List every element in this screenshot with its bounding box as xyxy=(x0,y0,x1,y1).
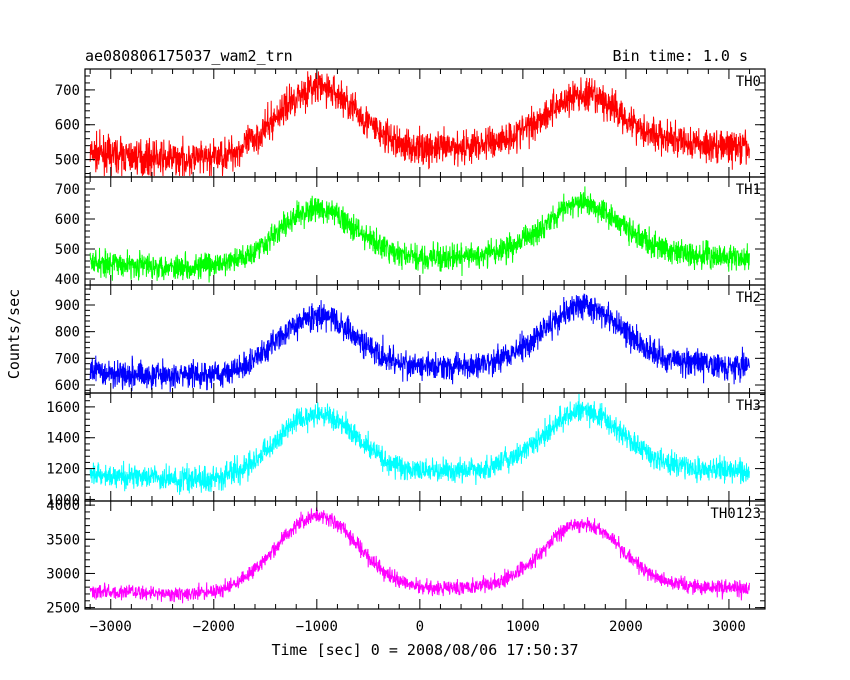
x-tick-label: −3000 xyxy=(90,619,132,635)
y-tick-label: 600 xyxy=(55,378,80,394)
y-tick-label: 600 xyxy=(55,118,80,134)
y-tick-label: 700 xyxy=(55,351,80,367)
y-tick-label: 4000 xyxy=(46,498,80,514)
x-tick-label: 3000 xyxy=(712,619,746,635)
x-tick-label: 2000 xyxy=(609,619,643,635)
y-tick-label: 1000 xyxy=(46,492,80,508)
x-tick-label: 1000 xyxy=(506,619,540,635)
series-th3 xyxy=(89,393,750,495)
y-tick-label: 3500 xyxy=(46,532,80,548)
y-tick-label: 1600 xyxy=(46,400,80,416)
panels-group: 500 600 700 TH0 400 500 600 700 TH1 600 700 800 900 T… xyxy=(46,68,766,635)
y-tick-label: 800 xyxy=(55,325,80,341)
x-tick-label: 0 xyxy=(416,619,424,635)
y-tick-label: 2500 xyxy=(46,601,80,617)
y-axis-label: Counts/sec xyxy=(5,289,23,379)
y-tick-label: 700 xyxy=(55,83,80,99)
y-tick-label: 900 xyxy=(55,298,80,314)
y-tick-label: 500 xyxy=(55,153,80,169)
panel-name-th2: TH2 xyxy=(736,290,761,306)
panel-name-th3: TH3 xyxy=(736,398,761,414)
panel-name-th0: TH0 xyxy=(736,74,761,90)
panel-frame xyxy=(84,500,766,610)
series-th0 xyxy=(89,71,750,177)
y-tick-label: 700 xyxy=(55,182,80,198)
panel-name-th0123: TH0123 xyxy=(710,506,761,522)
y-tick-label: 3000 xyxy=(46,566,80,582)
y-tick-label: 400 xyxy=(55,272,80,288)
y-tick-label: 600 xyxy=(55,212,80,228)
x-axis-label: Time [sec] 0 = 2008/08/06 17:50:37 xyxy=(271,641,578,659)
series-th2 xyxy=(89,293,750,393)
series-th1 xyxy=(89,186,750,283)
bin-time-label: Bin time: 1.0 s xyxy=(613,47,748,65)
series-th0123 xyxy=(89,507,750,604)
y-tick-label: 500 xyxy=(55,242,80,258)
x-tick-label: −1000 xyxy=(296,619,338,635)
y-tick-label: 1200 xyxy=(46,462,80,478)
chart-title: ae080806175037_wam2_trn xyxy=(85,47,293,65)
y-tick-label: 1400 xyxy=(46,431,80,447)
panel-name-th1: TH1 xyxy=(736,182,761,198)
x-tick-label: −2000 xyxy=(193,619,235,635)
